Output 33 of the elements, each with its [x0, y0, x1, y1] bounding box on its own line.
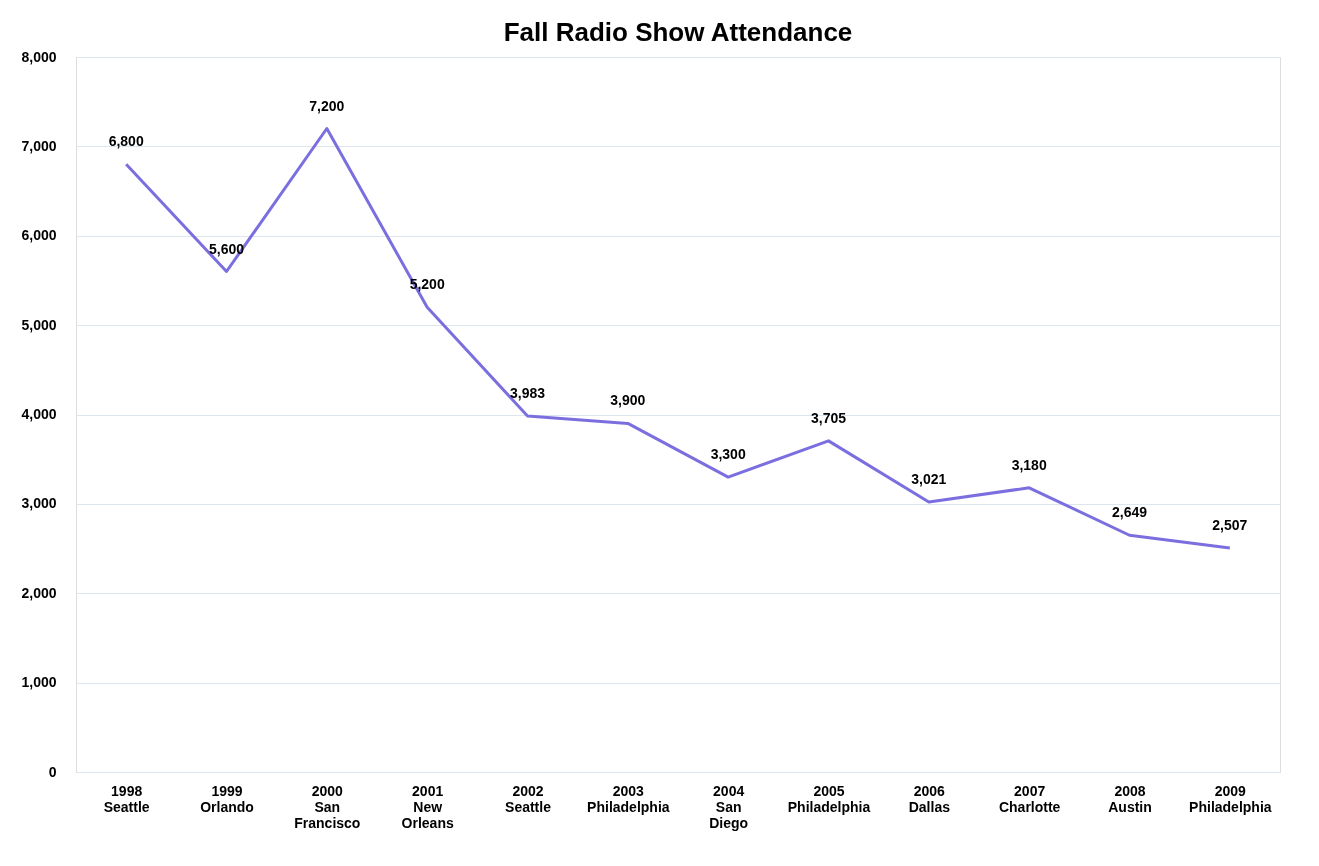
x-tick-label: 2006 Dallas: [908, 782, 951, 815]
text: 2,507: [1212, 516, 1248, 533]
text: 5,600: [208, 240, 245, 257]
text: 6,800: [108, 133, 144, 150]
text: 3,900: [610, 392, 646, 409]
x-tick-label: 1998 Seattle: [103, 782, 150, 815]
x-tick-label: 2009 Philadelphia: [1189, 782, 1272, 815]
x-tick-label: 2000 San Francisco: [294, 782, 361, 831]
chart-title: Fall Radio Show Attendance: [503, 17, 853, 47]
text: 3,021: [911, 471, 947, 487]
y-tick-label: 0: [48, 763, 57, 780]
y-tick-label: 8,000: [21, 48, 57, 65]
text: 3,300: [710, 446, 746, 463]
text: 3,180: [1011, 456, 1047, 473]
x-tick-label: 2007 Charlotte: [998, 782, 1061, 815]
y-tick-label: 6,000: [21, 227, 57, 244]
text: 2,649: [1111, 504, 1148, 521]
x-tick-label: 2008 Austin: [1108, 782, 1152, 815]
x-tick-label: 2005 Philadelphia: [787, 782, 871, 815]
y-tick-label: 5,000: [21, 316, 57, 333]
x-tick-label: 2004 San Diego: [709, 782, 749, 831]
text: 3,983: [509, 385, 546, 402]
text: 3,705: [810, 409, 847, 426]
y-tick-label: 3,000: [21, 495, 57, 512]
y-tick-label: 7,000: [21, 137, 57, 154]
text: 7,200: [309, 97, 345, 114]
y-tick-label: 1,000: [21, 674, 57, 691]
x-tick-label: 1999 Orlando: [200, 782, 254, 815]
x-tick-label: 2001 New Orleans: [401, 782, 454, 831]
x-tick-label: 2003 Philadelphia: [587, 782, 670, 815]
y-tick-label: 2,000: [21, 584, 57, 601]
y-tick-label: 4,000: [21, 406, 57, 422]
x-tick-label: 2002 Seattle: [505, 782, 552, 815]
